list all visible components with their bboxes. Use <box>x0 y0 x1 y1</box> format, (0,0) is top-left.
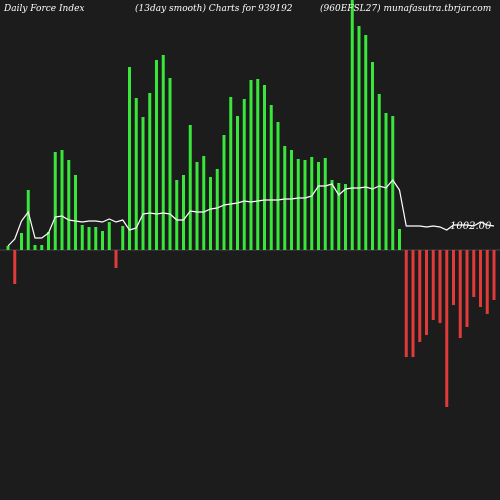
force-bar <box>344 184 347 250</box>
force-bar <box>87 227 91 250</box>
force-bar <box>128 67 131 250</box>
header-title-right: (960EFSL27) munafasutra.tbrjar.com <box>320 3 491 14</box>
force-bar <box>418 250 422 342</box>
force-bar <box>445 250 449 407</box>
force-bar <box>222 135 226 250</box>
force-bar <box>229 97 233 250</box>
force-bar <box>492 250 496 300</box>
force-bar <box>141 117 145 250</box>
force-bar <box>290 150 293 250</box>
force-bar <box>337 183 341 250</box>
force-bar <box>317 162 320 250</box>
force-bar <box>283 146 287 250</box>
smooth-line <box>7 179 495 247</box>
force-bar <box>121 226 125 250</box>
force-bar <box>53 152 57 250</box>
force-bar <box>188 125 192 250</box>
force-bar <box>60 150 64 250</box>
force-bar <box>323 158 327 250</box>
force-bar <box>472 250 476 297</box>
force-bar <box>465 250 469 327</box>
force-bar <box>134 98 138 250</box>
force-bar <box>391 116 395 250</box>
force-bar <box>276 122 280 250</box>
force-bar <box>155 60 158 250</box>
force-bar <box>175 180 179 250</box>
force-bar <box>215 169 219 250</box>
force-bar <box>256 79 260 250</box>
force-bar <box>33 245 37 250</box>
force-bar <box>384 113 388 250</box>
force-bar <box>209 177 212 250</box>
force-bar <box>330 180 334 250</box>
force-bar <box>80 225 84 250</box>
force-bar <box>161 55 165 250</box>
force-bar <box>431 250 435 320</box>
force-bar <box>20 233 23 250</box>
force-bar <box>350 0 354 250</box>
header-title-left: Daily Force Index <box>3 4 85 14</box>
force-bar <box>47 232 50 250</box>
force-bar <box>404 250 408 357</box>
force-bar <box>377 94 381 250</box>
header-title-middle: (13day smooth) Charts for 939192 <box>135 3 293 14</box>
force-bar <box>168 78 172 250</box>
force-bar <box>74 175 77 250</box>
force-bar <box>242 99 246 250</box>
force-bar <box>263 85 266 250</box>
force-bar <box>236 116 239 250</box>
force-bar <box>425 250 428 335</box>
force-bar <box>364 35 368 250</box>
force-bar <box>94 227 98 250</box>
force-bar <box>479 250 482 307</box>
last-value-label: 1002.00 <box>450 221 492 232</box>
force-bar <box>371 62 374 250</box>
force-bar <box>438 250 442 323</box>
force-bar <box>6 246 10 250</box>
force-bar <box>411 250 415 357</box>
force-bar <box>148 93 152 250</box>
force-bar <box>13 250 17 284</box>
force-bar <box>202 156 206 250</box>
force-bar <box>357 26 361 250</box>
force-bar <box>101 231 104 250</box>
force-bar <box>310 157 314 250</box>
force-bar <box>114 250 118 268</box>
force-bar <box>303 160 307 250</box>
force-bar <box>67 160 71 250</box>
force-bar <box>296 159 300 250</box>
force-index-bars <box>6 0 496 407</box>
force-bar <box>40 245 44 250</box>
force-bar <box>107 222 111 250</box>
force-bar <box>249 80 253 250</box>
force-bar <box>269 105 273 250</box>
force-bar <box>195 162 199 250</box>
force-bar <box>398 229 401 250</box>
force-bar <box>458 250 462 338</box>
force-bar <box>452 250 455 305</box>
force-bar <box>182 175 185 250</box>
force-bar <box>485 250 489 314</box>
force-bar <box>26 190 30 250</box>
